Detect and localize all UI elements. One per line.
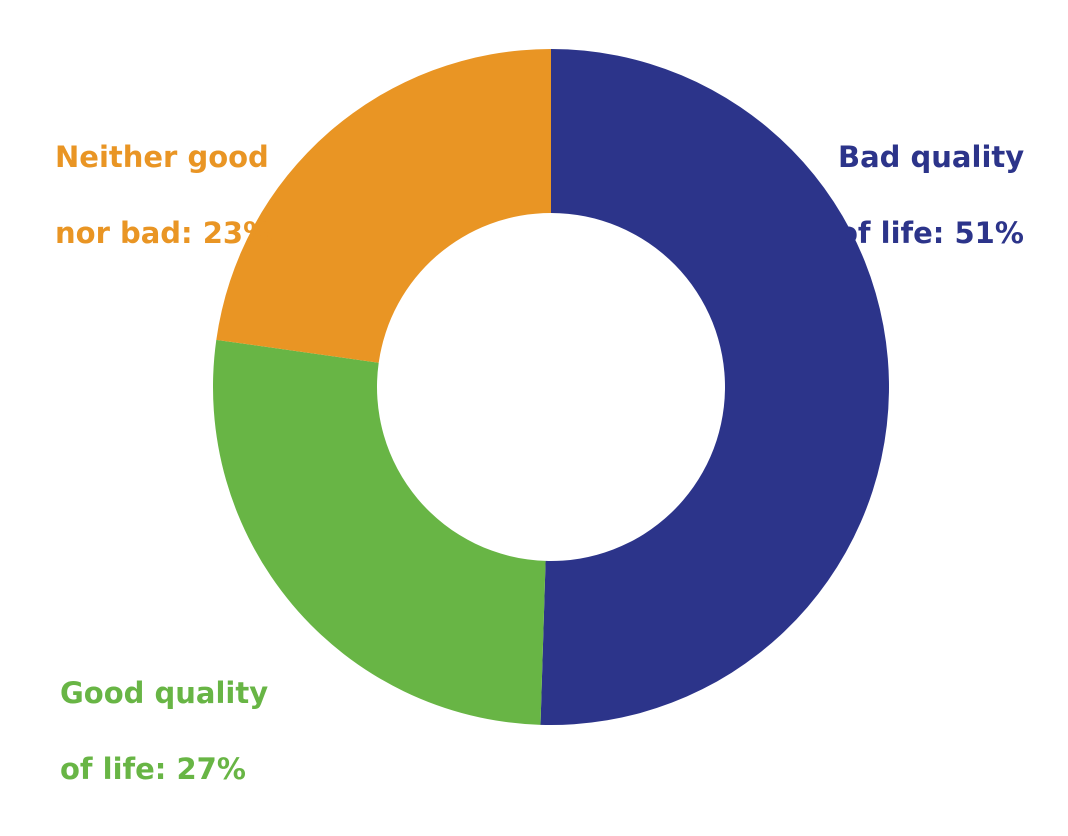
slice-label-neither: Neither good nor bad: 23% [55,100,272,252]
slice-label-line-1: Good quality [60,676,269,710]
slice-label-bad-quality: Bad quality of life: 51% [838,100,1024,252]
slice-label-line-1: Bad quality [838,140,1025,174]
donut-slice-0 [540,49,889,725]
slice-label-line-2: of life: 51% [838,216,1024,250]
slice-label-line-1: Neither good [55,140,269,174]
donut-slice-1 [212,339,546,725]
donut-slice-2 [216,49,551,363]
slice-label-line-2: of life: 27% [60,752,246,786]
slice-label-good-quality: Good quality of life: 27% [60,636,268,788]
slice-label-line-2: nor bad: 23% [55,216,273,250]
